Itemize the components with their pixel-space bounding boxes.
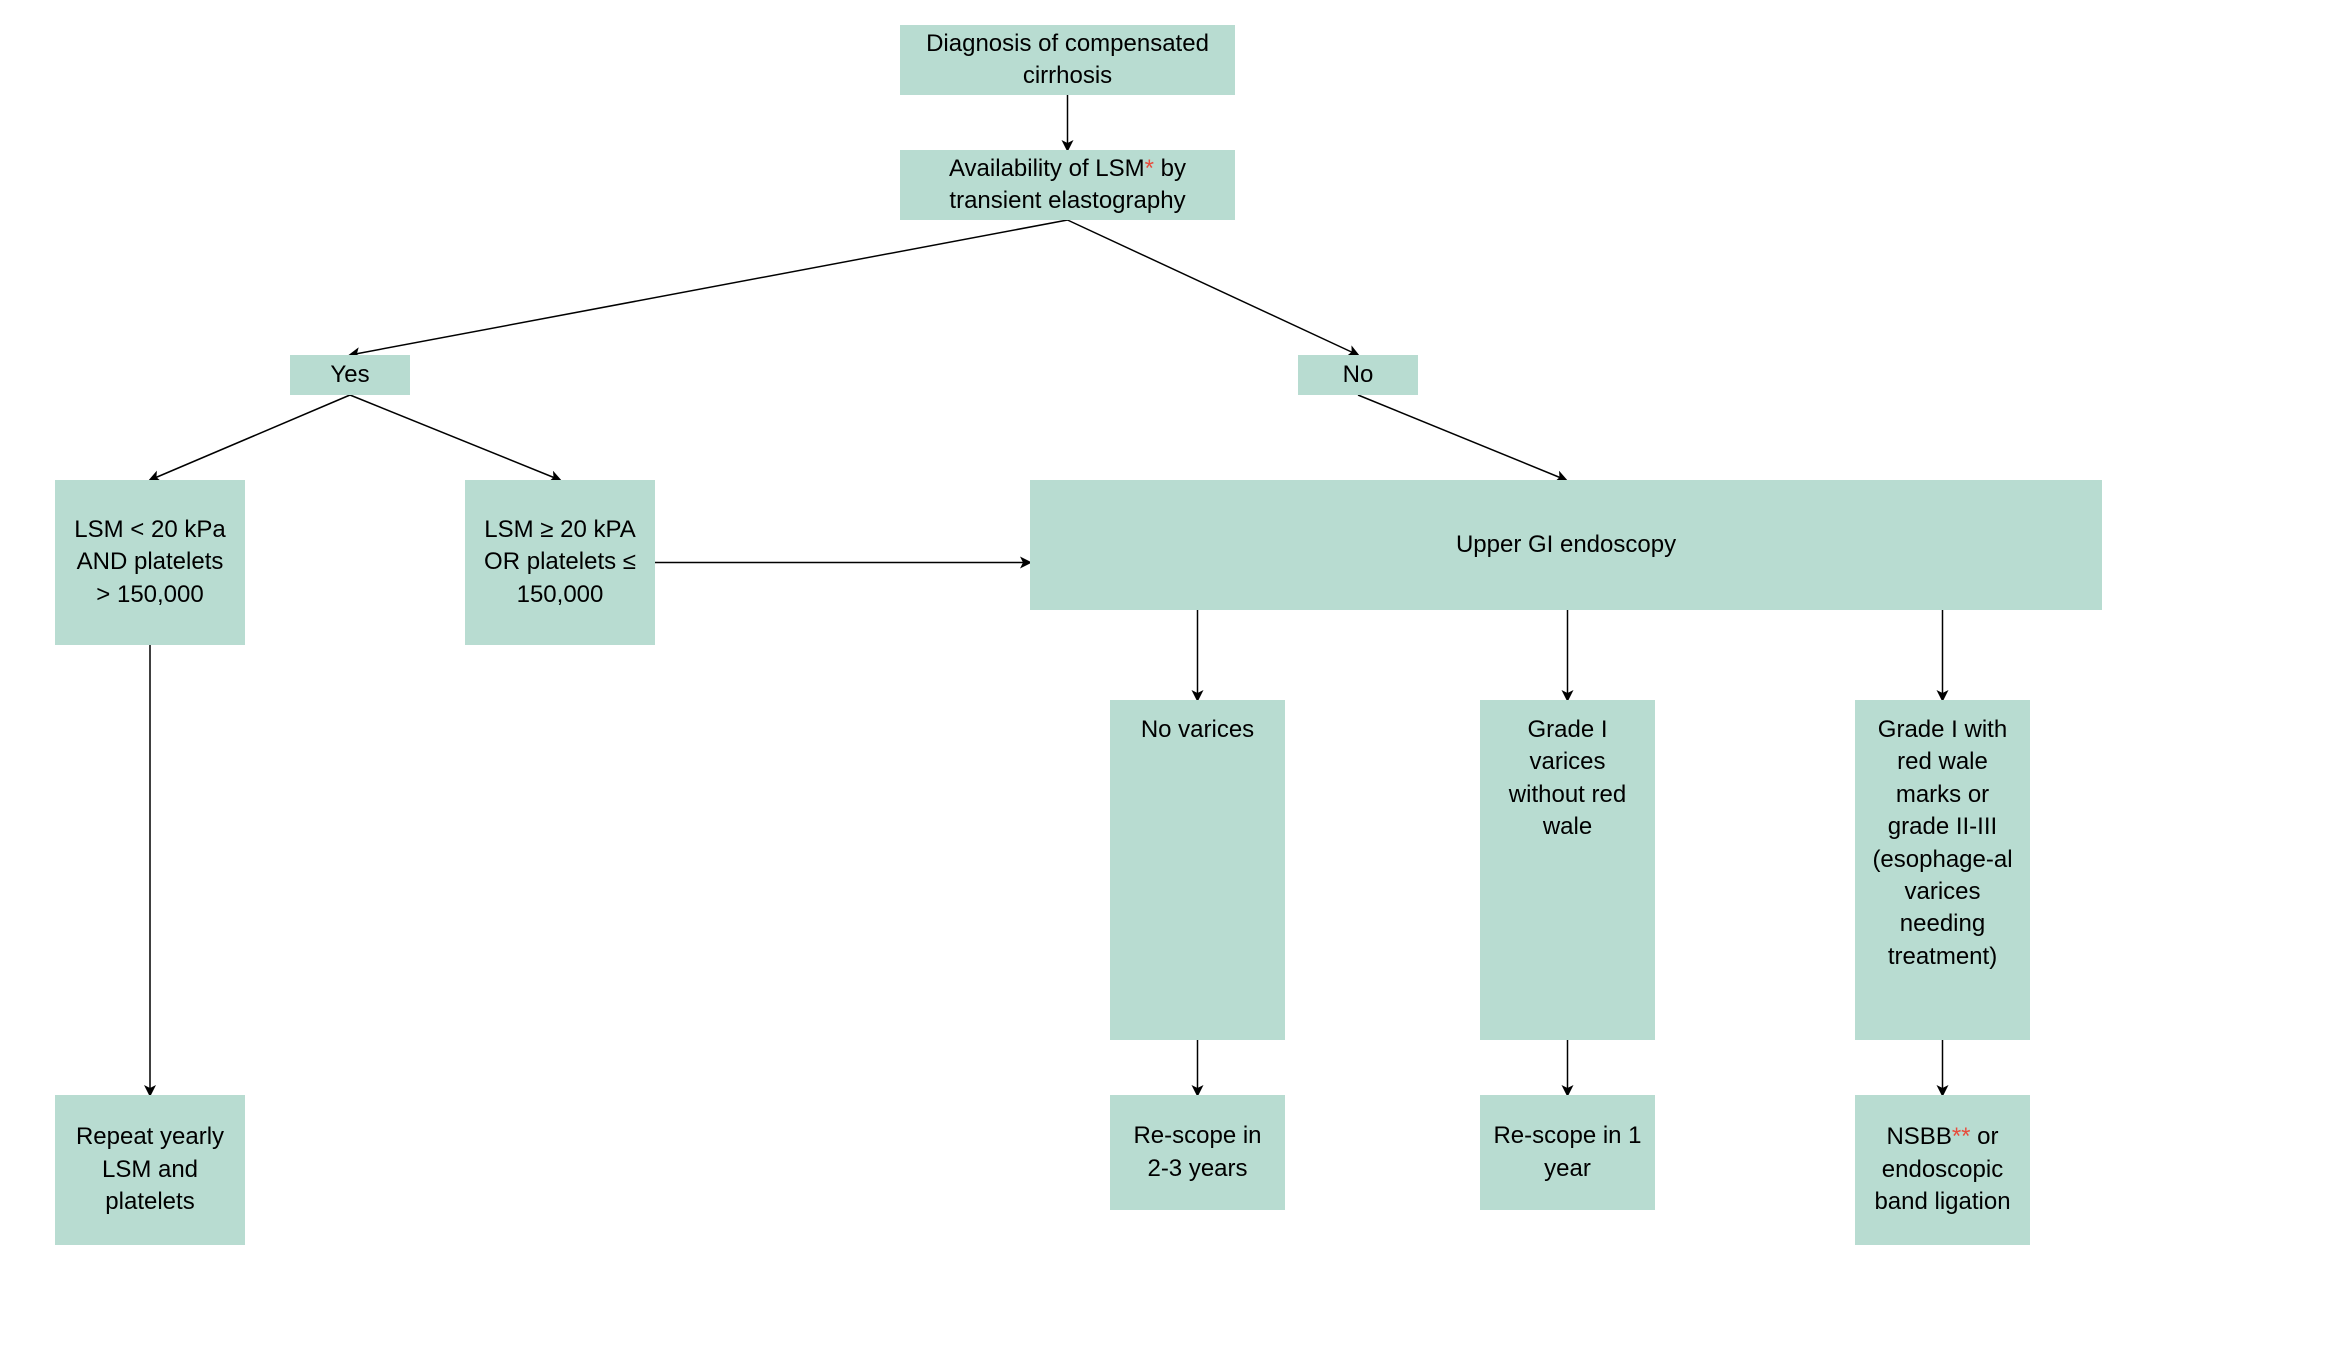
node-no-varices: No varices bbox=[1110, 700, 1285, 1040]
node-label: No bbox=[1343, 359, 1374, 391]
node-availability: Availability of LSM* by transient elasto… bbox=[900, 150, 1235, 220]
node-no: No bbox=[1298, 355, 1418, 395]
asterisk-mark: * bbox=[1145, 155, 1154, 182]
node-label: No varices bbox=[1141, 714, 1254, 746]
node-label: Repeat yearly LSM and platelets bbox=[67, 1121, 233, 1218]
node-label: Availability of LSM* by transient elasto… bbox=[912, 153, 1223, 218]
node-lsm-high: LSM ≥ 20 kPA OR platelets ≤ 150,000 bbox=[465, 480, 655, 645]
node-label: Yes bbox=[330, 359, 369, 391]
node-grade1-red: Grade I with red wale marks or grade II-… bbox=[1855, 700, 2030, 1040]
node-yes: Yes bbox=[290, 355, 410, 395]
node-label: Re-scope in 2-3 years bbox=[1122, 1120, 1273, 1185]
node-grade1-no-red: Grade I varices without red wale bbox=[1480, 700, 1655, 1040]
node-label: LSM < 20 kPa AND platelets > 150,000 bbox=[67, 514, 233, 611]
node-label: Upper GI endoscopy bbox=[1456, 529, 1676, 561]
node-label: Grade I with red wale marks or grade II-… bbox=[1867, 714, 2018, 973]
asterisk-mark: ** bbox=[1952, 1123, 1971, 1150]
node-label: NSBB** or endoscopic band ligation bbox=[1867, 1121, 2018, 1218]
node-rescope-23: Re-scope in 2-3 years bbox=[1110, 1095, 1285, 1210]
node-label: LSM ≥ 20 kPA OR platelets ≤ 150,000 bbox=[477, 514, 643, 611]
node-lsm-low: LSM < 20 kPa AND platelets > 150,000 bbox=[55, 480, 245, 645]
node-label: Re-scope in 1 year bbox=[1492, 1120, 1643, 1185]
node-label: Diagnosis of compensated cirrhosis bbox=[912, 28, 1223, 93]
node-endoscopy: Upper GI endoscopy bbox=[1030, 480, 2102, 610]
node-label: Grade I varices without red wale bbox=[1492, 714, 1643, 844]
node-rescope-1: Re-scope in 1 year bbox=[1480, 1095, 1655, 1210]
node-diagnosis: Diagnosis of compensated cirrhosis bbox=[900, 25, 1235, 95]
node-repeat: Repeat yearly LSM and platelets bbox=[55, 1095, 245, 1245]
node-nsbb: NSBB** or endoscopic band ligation bbox=[1855, 1095, 2030, 1245]
